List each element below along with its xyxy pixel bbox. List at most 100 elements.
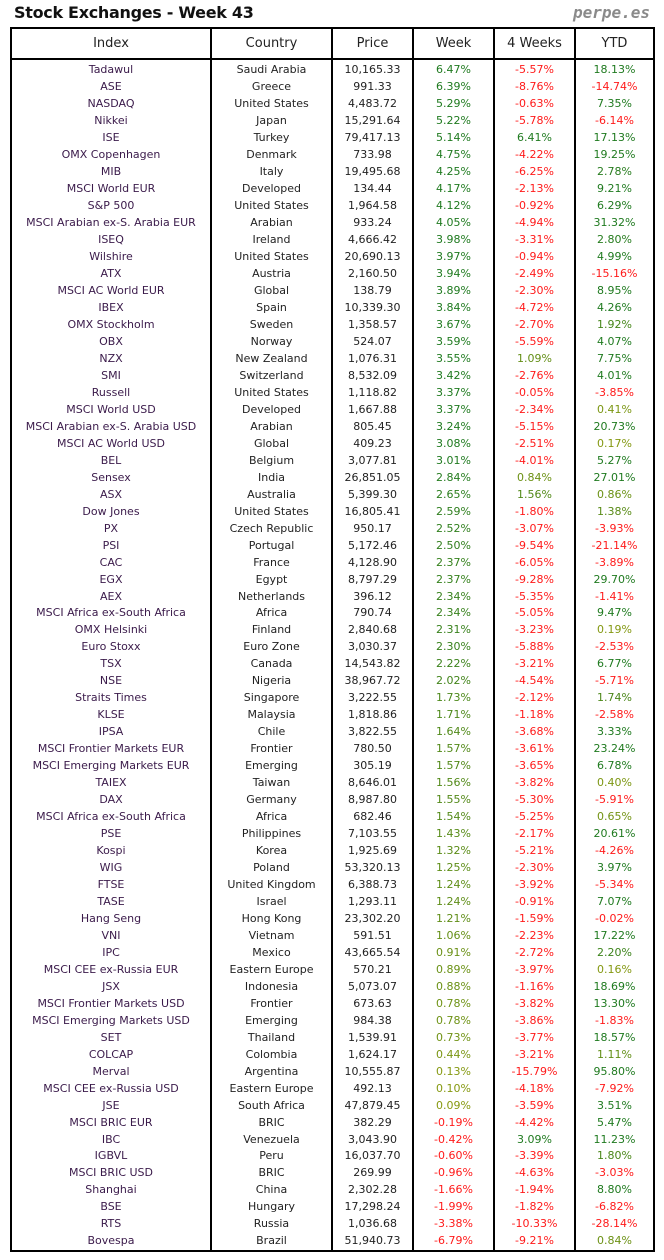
index-cell: Tadawul <box>10 59 212 79</box>
week-cell: 1.32% <box>412 842 495 860</box>
country-cell: Israel <box>210 893 333 911</box>
four-weeks-cell: -3.61% <box>493 740 576 758</box>
price-cell: 591.51 <box>331 927 414 945</box>
index-cell: MSCI CEE ex-Russia EUR <box>10 961 212 979</box>
index-cell: TSX <box>10 655 212 673</box>
country-cell: Russia <box>210 1215 333 1233</box>
four-weeks-cell: -4.94% <box>493 214 576 232</box>
price-cell: 10,165.33 <box>331 59 414 79</box>
price-cell: 10,555.87 <box>331 1063 414 1081</box>
ytd-cell: 29.70% <box>574 571 655 589</box>
price-cell: 933.24 <box>331 214 414 232</box>
header-country: Country <box>210 27 333 60</box>
ytd-cell: 0.84% <box>574 1232 655 1251</box>
index-cell: MSCI Africa ex-South Africa <box>10 808 212 826</box>
index-cell: VNI <box>10 927 212 945</box>
ytd-cell: -1.83% <box>574 1012 655 1030</box>
price-cell: 8,987.80 <box>331 791 414 809</box>
ytd-cell: 1.92% <box>574 316 655 334</box>
ytd-cell: 17.22% <box>574 927 655 945</box>
table-row: NASDAQ United States 4,483.72 5.29% -0.63% 7.… <box>10 95 655 113</box>
price-cell: 79,417.13 <box>331 129 414 147</box>
country-cell: Italy <box>210 163 333 181</box>
price-cell: 17,298.24 <box>331 1198 414 1216</box>
four-weeks-cell: -2.13% <box>493 180 576 198</box>
table-row: Tadawul Saudi Arabia 10,165.33 6.47% -5.57% 1… <box>10 59 655 79</box>
four-weeks-cell: -2.30% <box>493 859 576 877</box>
country-cell: United States <box>210 95 333 113</box>
ytd-cell: 5.27% <box>574 452 655 470</box>
ytd-cell: -3.89% <box>574 554 655 572</box>
four-weeks-cell: -5.57% <box>493 59 576 79</box>
ytd-cell: 2.78% <box>574 163 655 181</box>
table-row: MSCI Frontier Markets EUR Frontier 780.50 1… <box>10 740 655 758</box>
ytd-cell: 4.99% <box>574 248 655 266</box>
ytd-cell: 9.21% <box>574 180 655 198</box>
table-body: Tadawul Saudi Arabia 10,165.33 6.47% -5.57% 1… <box>10 59 655 1251</box>
ytd-cell: 6.78% <box>574 757 655 775</box>
week-cell: 6.39% <box>412 78 495 96</box>
price-cell: 1,925.69 <box>331 842 414 860</box>
table-row: KLSE Malaysia 1,818.86 1.71% -1.18% -2.58% <box>10 706 655 724</box>
week-cell: 1.54% <box>412 808 495 826</box>
price-cell: 3,043.90 <box>331 1131 414 1148</box>
price-cell: 2,840.68 <box>331 621 414 639</box>
index-cell: ATX <box>10 265 212 283</box>
table-row: IGBVL Peru 16,037.70 -0.60% -3.39% 1.80% <box>10 1148 655 1165</box>
price-cell: 382.29 <box>331 1114 414 1132</box>
country-cell: Malaysia <box>210 706 333 724</box>
country-cell: Peru <box>210 1148 333 1165</box>
week-cell: 3.98% <box>412 231 495 249</box>
country-cell: Canada <box>210 655 333 673</box>
four-weeks-cell: 1.09% <box>493 350 576 368</box>
ytd-cell: 1.80% <box>574 1148 655 1165</box>
week-cell: 1.21% <box>412 910 495 928</box>
four-weeks-cell: -2.23% <box>493 927 576 945</box>
country-cell: Japan <box>210 112 333 130</box>
country-cell: Finland <box>210 621 333 639</box>
price-cell: 3,222.55 <box>331 689 414 707</box>
week-cell: 2.22% <box>412 655 495 673</box>
price-cell: 3,077.81 <box>331 452 414 470</box>
table-row: PX Czech Republic 950.17 2.52% -3.07% -3.93% <box>10 520 655 538</box>
stock-exchanges-table: Index Country Price Week 4 Weeks YTD Tad… <box>10 27 655 1252</box>
week-cell: 2.50% <box>412 537 495 555</box>
four-weeks-cell: -0.63% <box>493 95 576 113</box>
four-weeks-cell: -3.59% <box>493 1097 576 1115</box>
four-weeks-cell: -2.12% <box>493 689 576 707</box>
week-cell: 1.06% <box>412 927 495 945</box>
price-cell: 38,967.72 <box>331 672 414 690</box>
ytd-cell: 7.07% <box>574 893 655 911</box>
country-cell: Indonesia <box>210 978 333 996</box>
country-cell: Brazil <box>210 1232 333 1251</box>
table-row: VNI Vietnam 591.51 1.06% -2.23% 17.22% <box>10 927 655 945</box>
country-cell: Developed <box>210 401 333 419</box>
price-cell: 524.07 <box>331 333 414 351</box>
four-weeks-cell: -3.82% <box>493 995 576 1013</box>
table-row: JSX Indonesia 5,073.07 0.88% -1.16% 18.69% <box>10 978 655 996</box>
four-weeks-cell: -2.34% <box>493 401 576 419</box>
index-cell: OBX <box>10 333 212 351</box>
country-cell: Ireland <box>210 231 333 249</box>
price-cell: 269.99 <box>331 1164 414 1182</box>
country-cell: Taiwan <box>210 774 333 792</box>
ytd-cell: 20.73% <box>574 418 655 436</box>
table-row: BSE Hungary 17,298.24 -1.99% -1.82% -6.82% <box>10 1198 655 1216</box>
index-cell: DAX <box>10 791 212 809</box>
index-cell: Hang Seng <box>10 910 212 928</box>
header-price: Price <box>331 27 414 60</box>
table-row: RTS Russia 1,036.68 -3.38% -10.33% -28.14% <box>10 1215 655 1233</box>
price-cell: 805.45 <box>331 418 414 436</box>
index-cell: MSCI World USD <box>10 401 212 419</box>
four-weeks-cell: -5.05% <box>493 605 576 622</box>
week-cell: 4.12% <box>412 197 495 215</box>
index-cell: IPC <box>10 944 212 962</box>
table-row: IPC Mexico 43,665.54 0.91% -2.72% 2.20% <box>10 944 655 962</box>
four-weeks-cell: -3.21% <box>493 655 576 673</box>
ytd-cell: 13.30% <box>574 995 655 1013</box>
price-cell: 673.63 <box>331 995 414 1013</box>
week-cell: 0.10% <box>412 1080 495 1098</box>
country-cell: Norway <box>210 333 333 351</box>
table-row: AEX Netherlands 396.12 2.34% -5.35% -1.41% <box>10 588 655 605</box>
four-weeks-cell: 3.09% <box>493 1131 576 1148</box>
